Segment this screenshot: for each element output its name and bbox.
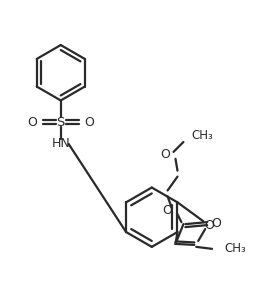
Text: O: O xyxy=(163,204,173,217)
Text: S: S xyxy=(57,116,65,129)
Text: HN: HN xyxy=(51,137,70,151)
Text: O: O xyxy=(211,217,221,230)
Text: CH₃: CH₃ xyxy=(224,242,246,255)
Text: O: O xyxy=(161,148,170,161)
Text: CH₃: CH₃ xyxy=(191,129,213,142)
Text: O: O xyxy=(27,116,37,129)
Text: O: O xyxy=(204,219,214,232)
Text: O: O xyxy=(85,116,94,129)
